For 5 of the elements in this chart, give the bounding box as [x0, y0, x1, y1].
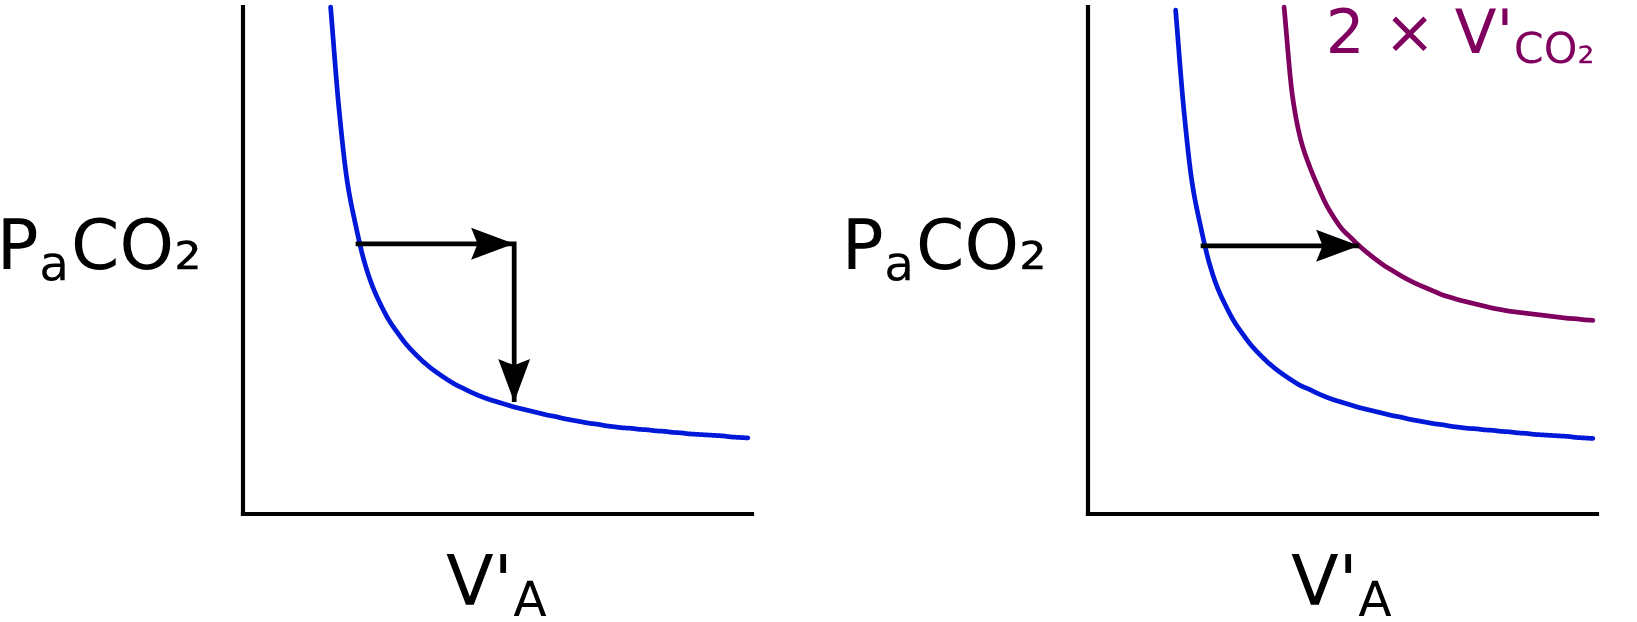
y-axis-title: P$_{a}$CO₂ — [848, 217, 1043, 282]
series-label: 2 × V'$_{CO₂}$ — [1330, 7, 1592, 64]
y-axis-title: P$_{a}$CO₂ — [3, 217, 198, 282]
x-axis-title: V'$_{A}$ — [1291, 554, 1392, 617]
x-axis-title: V'$_{A}$ — [446, 554, 547, 617]
